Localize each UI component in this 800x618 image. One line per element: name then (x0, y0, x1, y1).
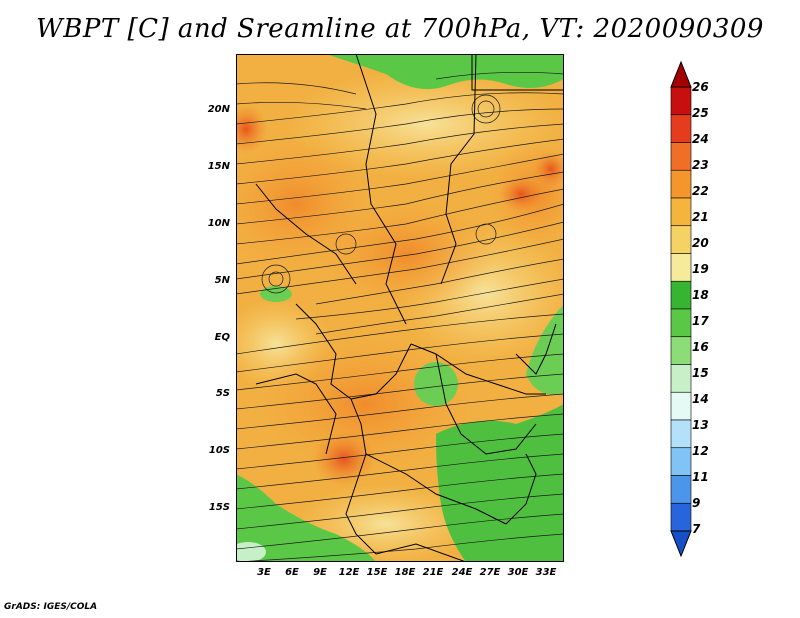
lon-label: 33E (535, 567, 557, 578)
wbpt-zone-19 (286, 69, 564, 179)
colorbar-label: 19 (692, 262, 709, 276)
wbpt-zone-17 (326, 54, 564, 90)
lon-label: 3E (257, 567, 271, 578)
colorbar-label: 21 (692, 210, 709, 224)
lon-label: 24E (451, 567, 473, 578)
colorbar-label: 22 (692, 184, 709, 198)
colorbar-label: 25 (692, 106, 709, 120)
map-border (236, 54, 564, 562)
wbpt-zone-17 (436, 404, 564, 562)
lat-label: 20N (207, 104, 230, 115)
colorbar-label: 17 (692, 314, 709, 328)
wbpt-zone-22 (316, 199, 496, 309)
wbpt-zone-17 (236, 474, 376, 562)
colorbar-label: 23 (692, 158, 709, 172)
colorbar-cell (670, 502, 692, 532)
colorbar-cell (670, 86, 692, 116)
colorbar-cell (670, 364, 692, 393)
colorbar-max-arrow (670, 60, 692, 88)
colorbar-cell (670, 142, 692, 171)
colorbar-label: 7 (692, 522, 701, 536)
colorbar-cell (670, 419, 692, 449)
colorbar-cell (670, 308, 692, 338)
colorbar-min-arrow (670, 530, 692, 558)
wbpt-zone-23 (312, 431, 376, 487)
lon-label: 27E (479, 567, 501, 578)
lon-label: 15E (366, 567, 388, 578)
lat-label: 10S (208, 445, 230, 456)
lat-label: 15S (208, 502, 230, 513)
colorbar (670, 60, 692, 558)
lat-label: EQ (214, 332, 230, 343)
colorbar-cell (670, 336, 692, 365)
country-borders (255, 54, 564, 562)
lon-label: 30E (507, 567, 529, 578)
lon-label: 12E (338, 567, 360, 578)
map-canvas (236, 54, 564, 562)
wbpt-zone-17 (414, 362, 458, 406)
lon-label: 6E (285, 567, 299, 578)
lon-label: 21E (422, 567, 444, 578)
colorbar-cell (670, 280, 692, 310)
lat-label: 15N (207, 161, 230, 172)
lat-label: 5N (214, 275, 230, 286)
colorbar-cell (670, 225, 692, 254)
wbpt-zone-17 (526, 304, 564, 395)
colorbar-label: 16 (692, 340, 709, 354)
colorbar-cell (670, 447, 692, 476)
map-panel (236, 54, 564, 562)
lon-label: 9E (313, 567, 327, 578)
colorbar-label: 14 (692, 392, 709, 406)
lon-label: 18E (394, 567, 416, 578)
map-title: WBPT [C] and Sreamline at 700hPa, VT: 20… (36, 14, 764, 44)
colorbar-cell (670, 169, 692, 199)
lat-label: 5S (215, 388, 230, 399)
streamlines (236, 71, 564, 562)
colorbar-cell (670, 197, 692, 227)
wbpt-zone-23 (499, 176, 543, 212)
colorbar-label: 12 (692, 444, 709, 458)
colorbar-label: 15 (692, 366, 709, 380)
colorbar-label: 20 (692, 236, 709, 250)
colorbar-label: 11 (692, 470, 709, 484)
colorbar-label: 26 (692, 80, 709, 94)
colorbar-label: 24 (692, 132, 709, 146)
colorbar-label: 18 (692, 288, 709, 302)
wbpt-zone-23 (533, 151, 564, 187)
colorbar-label: 13 (692, 418, 709, 432)
footer-credit: GrADS: IGES/COLA (4, 602, 98, 612)
colorbar-cell (670, 475, 692, 504)
colorbar-cell (670, 114, 692, 143)
colorbar-label: 9 (692, 496, 701, 510)
colorbar-cell (670, 253, 692, 282)
wbpt-zone-17 (260, 286, 292, 302)
colorbar-cell (670, 391, 692, 421)
lat-label: 10N (207, 218, 230, 229)
